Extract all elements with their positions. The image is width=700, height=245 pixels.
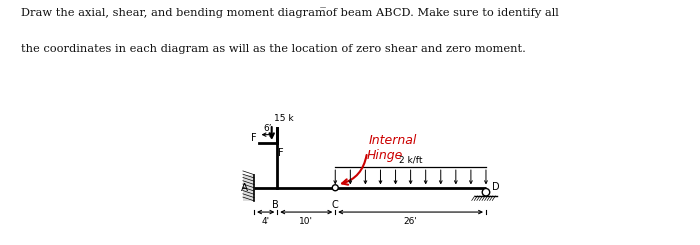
Text: the coordinates in each diagram as will as the location of zero shear and zero m: the coordinates in each diagram as will … — [21, 44, 526, 54]
Text: C: C — [332, 200, 339, 210]
Bar — [243, 175, 254, 201]
Circle shape — [332, 185, 338, 191]
Circle shape — [482, 188, 490, 196]
Text: B: B — [272, 200, 279, 210]
Text: 2 k/ft: 2 k/ft — [399, 155, 422, 164]
Text: 10': 10' — [300, 217, 314, 226]
Text: Internal: Internal — [369, 134, 417, 147]
Text: 6’: 6’ — [264, 124, 272, 133]
Text: F: F — [251, 133, 257, 143]
Text: 4': 4' — [262, 217, 270, 226]
Text: F: F — [279, 148, 284, 159]
Text: Draw the axial, shear, and bending moment diagram̅of beam ABCD. Make sure to ide: Draw the axial, shear, and bending momen… — [21, 7, 559, 18]
Text: D: D — [491, 182, 499, 192]
Text: Hinge: Hinge — [367, 149, 403, 162]
Text: A: A — [241, 184, 248, 194]
Text: 26': 26' — [404, 217, 418, 226]
Text: 15 k: 15 k — [274, 114, 293, 123]
